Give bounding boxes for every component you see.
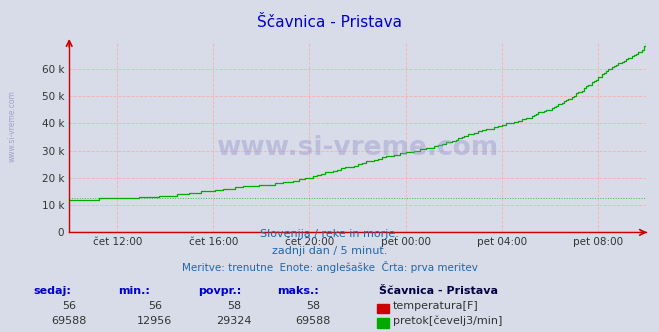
Bar	[377, 304, 389, 313]
Text: zadnji dan / 5 minut.: zadnji dan / 5 minut.	[272, 246, 387, 256]
Text: www.si-vreme.com: www.si-vreme.com	[216, 135, 499, 161]
Text: temperatura[F]: temperatura[F]	[393, 301, 478, 311]
Text: 69588: 69588	[295, 316, 331, 326]
Text: povpr.:: povpr.:	[198, 286, 241, 296]
Text: pretok[čevelj3/min]: pretok[čevelj3/min]	[393, 315, 502, 326]
Text: 56: 56	[62, 301, 76, 311]
Text: Meritve: trenutne  Enote: anglešaške  Črta: prva meritev: Meritve: trenutne Enote: anglešaške Črta…	[182, 261, 477, 273]
Text: maks.:: maks.:	[277, 286, 318, 296]
Text: min.:: min.:	[119, 286, 150, 296]
Text: sedaj:: sedaj:	[33, 286, 71, 296]
Text: 58: 58	[227, 301, 241, 311]
Bar	[377, 318, 389, 328]
Text: 58: 58	[306, 301, 320, 311]
Text: 29324: 29324	[216, 316, 252, 326]
Text: Ščavnica - Pristava: Ščavnica - Pristava	[379, 286, 498, 296]
Text: 69588: 69588	[51, 316, 87, 326]
Text: 56: 56	[148, 301, 162, 311]
Text: www.si-vreme.com: www.si-vreme.com	[8, 90, 17, 162]
Text: 12956: 12956	[137, 316, 173, 326]
Text: Slovenija / reke in morje.: Slovenija / reke in morje.	[260, 229, 399, 239]
Text: Ščavnica - Pristava: Ščavnica - Pristava	[257, 15, 402, 30]
